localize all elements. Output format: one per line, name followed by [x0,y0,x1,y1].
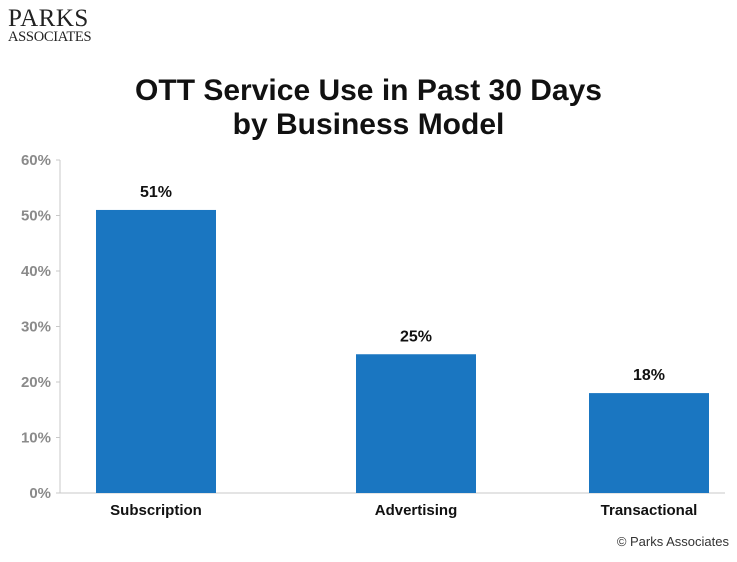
x-tick-label: Transactional [601,502,698,519]
data-label: 51% [140,184,172,201]
bar-advertising [356,354,476,493]
chart-title-line1: OTT Service Use in Past 30 Days [135,74,602,107]
bar-subscription [96,209,216,493]
data-label: 18% [633,367,665,384]
y-tick-label: 60% [21,152,51,169]
chart-title-line2: by Business Model [232,108,505,141]
y-tick-label: 0% [29,485,51,502]
x-tick-label: Advertising [375,502,458,519]
parks-associates-logo: PARKS ASSOCIATES [8,5,92,45]
y-tick-label: 10% [21,430,51,447]
logo-line1: PARKS [8,5,89,32]
x-tick-label: Subscription [110,502,202,519]
y-tick-label: 40% [21,263,51,280]
bar-transactional [589,393,709,493]
data-label: 25% [400,328,432,345]
y-tick-label: 50% [21,208,51,225]
logo-line2: ASSOCIATES [8,29,92,45]
copyright-notice: © Parks Associates [616,534,729,549]
y-tick-label: 30% [21,319,51,336]
y-tick-label: 20% [21,374,51,391]
chart-title: OTT Service Use in Past 30 Days by Busin… [0,74,737,142]
